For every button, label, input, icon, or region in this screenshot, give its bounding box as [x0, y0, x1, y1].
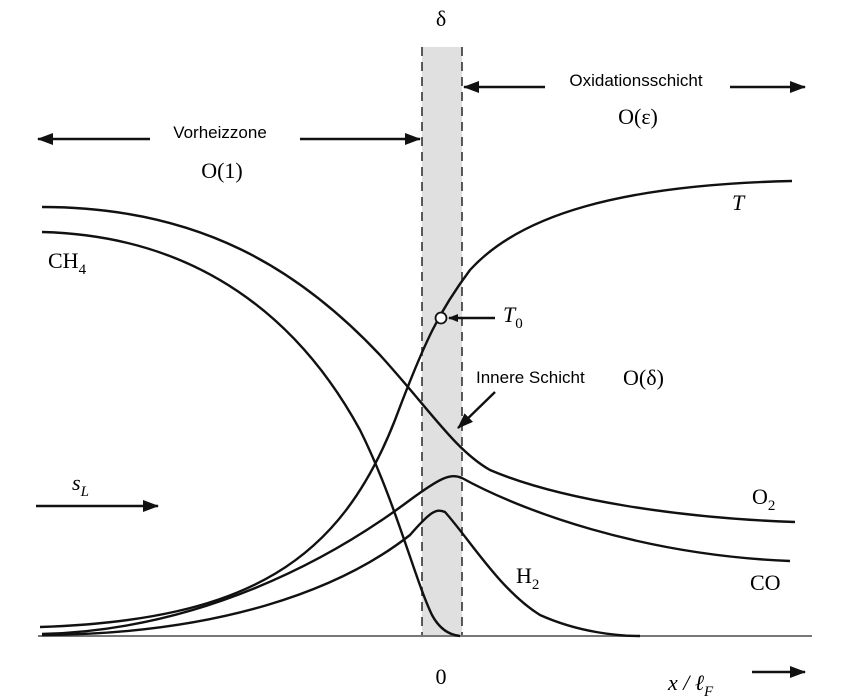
zone-label: Vorheizzone: [173, 123, 267, 142]
label-subscript: L: [80, 484, 89, 500]
curve-label: O2: [752, 484, 775, 514]
origin-label: 0: [436, 664, 447, 689]
methane-curve: [41, 230, 461, 638]
label-base: O: [752, 484, 768, 509]
label-subscript: 0: [515, 316, 523, 332]
curve-label: CH4: [48, 248, 87, 278]
temperature-curve: [39, 179, 793, 629]
t0-point: [434, 311, 448, 325]
order-label: O(ε): [618, 104, 658, 129]
label-base: s: [72, 470, 81, 495]
label-base: x / ℓ: [667, 670, 705, 695]
label-base: H: [516, 563, 532, 588]
label-subscript: F: [703, 684, 714, 700]
arrow: [457, 391, 496, 429]
layer-label: Innere Schicht: [476, 368, 585, 387]
curve-label: T0: [503, 302, 523, 332]
delta-label: δ: [436, 6, 446, 31]
order-label: O(δ): [623, 365, 664, 390]
inner-layer-band: [422, 47, 462, 636]
zone-label: Oxidationsschicht: [569, 71, 703, 90]
speed-label: sL: [72, 470, 89, 500]
curve-label: T: [732, 190, 746, 215]
oxygen-curve: [41, 205, 796, 524]
co-curve: [41, 475, 791, 636]
label-base: T: [503, 302, 517, 327]
x-axis-label: x / ℓF: [667, 670, 714, 700]
label-base: CH: [48, 248, 79, 273]
curve-label: CO: [750, 570, 781, 595]
label-subscript: 2: [532, 577, 540, 593]
curve-label: H2: [516, 563, 539, 593]
order-label: O(1): [201, 158, 243, 183]
h2-curve: [41, 509, 641, 638]
label-subscript: 4: [79, 262, 87, 278]
label-subscript: 2: [768, 498, 776, 514]
